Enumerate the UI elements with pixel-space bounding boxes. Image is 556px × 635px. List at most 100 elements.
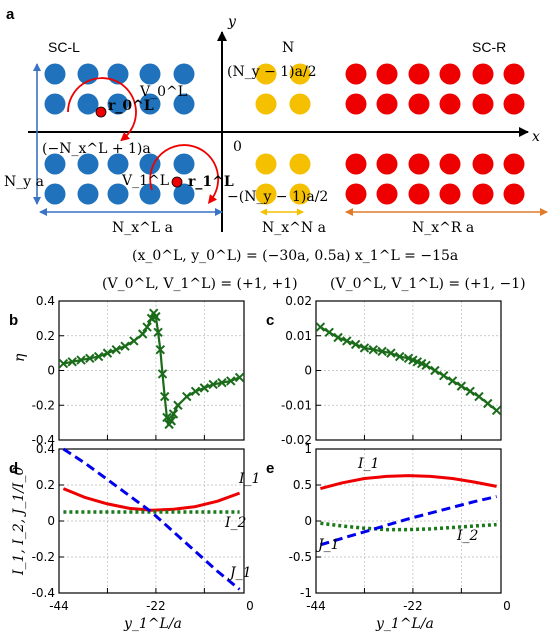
site-left-2-1 [77, 153, 99, 175]
site-left-3-1 [77, 183, 99, 205]
top-coordinate-label: (N_y − 1)a/2 [227, 64, 317, 80]
site-left-3-3 [139, 183, 161, 205]
ytick-label: 0 [304, 364, 312, 378]
data-point [85, 353, 95, 364]
site-right-1-1 [376, 93, 398, 115]
panel-letter-b: b [9, 312, 18, 329]
header-right: (V_0^L, V_1^L) = (+1, −1) [330, 276, 526, 292]
site-normal-0-1 [289, 63, 311, 85]
vortex-parameters: (x_0^L, y_0^L) = (−30a, 0.5a) x_1^L = −1… [132, 248, 458, 264]
label-e-J1: J_1 [315, 537, 340, 553]
site-right-3-2 [408, 183, 430, 205]
series-line-2 [319, 495, 497, 547]
sc-left-label: SC-L [48, 39, 80, 55]
data-point [421, 360, 431, 370]
width-right-label: N_x^R a [412, 220, 474, 236]
height-label: N_y a [4, 174, 44, 190]
ytick-label: 0.4 [36, 294, 55, 308]
normal-region-label: N [282, 40, 294, 56]
site-left-3-2 [107, 183, 129, 205]
data-point [157, 369, 168, 379]
ytick-label: 1 [304, 442, 312, 456]
ytick-label: -0.5 [289, 550, 312, 564]
site-left-1-1 [77, 93, 99, 115]
data-point [160, 391, 170, 402]
xtick-label: -44 [49, 599, 69, 613]
site-left-2-3 [139, 153, 161, 175]
ytick-label: 0.01 [285, 329, 312, 343]
vortex-circle-0 [67, 77, 137, 142]
site-left-0-3 [139, 63, 161, 85]
data-point [394, 351, 405, 362]
data-point [447, 376, 458, 386]
site-right-2-2 [408, 153, 430, 175]
data-point [324, 327, 334, 337]
series-line-2 [62, 447, 241, 591]
site-left-2-4 [173, 153, 195, 175]
site-right-1-0 [345, 93, 367, 115]
data-point [173, 400, 183, 410]
panel-letter-d: d [9, 460, 18, 477]
ytick-label: -0.2 [32, 398, 55, 412]
schematic-panel: a y x SC-L N SC-R (N_y − 1)a/2 −(N_y − 1… [4, 6, 548, 264]
data-point [137, 329, 148, 339]
xtick-label: -22 [403, 599, 423, 613]
data-point [350, 339, 361, 350]
site-normal-0-0 [255, 63, 277, 85]
data-point [153, 327, 163, 337]
series-line-0 [320, 474, 497, 491]
site-right-2-4 [472, 153, 494, 175]
data-point [456, 381, 467, 391]
label-d-J1: J_1 [227, 565, 252, 581]
site-right-2-5 [503, 153, 525, 175]
data-point [151, 311, 161, 322]
site-right-0-3 [439, 63, 461, 85]
ytick-label: 0.2 [36, 478, 55, 492]
series-line-0 [63, 312, 241, 426]
data-point [208, 379, 218, 390]
data-point [190, 386, 201, 397]
site-left-3-0 [44, 183, 66, 205]
site-right-3-0 [345, 183, 367, 205]
width-left-label: N_x^L a [112, 220, 173, 236]
data-point [102, 348, 113, 358]
origin-label: 0 [233, 139, 242, 155]
vortex-position-0: r_0^L [108, 98, 154, 114]
left-edge-coordinate-label: (−N_x^L + 1)a [42, 141, 151, 157]
site-left-1-3 [139, 93, 161, 115]
series-line-0 [62, 487, 241, 512]
site-right-1-3 [439, 93, 461, 115]
vorticity-0: V_0^L [139, 84, 187, 100]
xlabel-d: y_1^L/a [123, 616, 182, 632]
site-right-0-0 [345, 63, 367, 85]
xlabel-e: y_1^L/a [375, 616, 434, 632]
site-right-3-4 [472, 183, 494, 205]
chart-panel-e: 1 0.5 0 -0.5 -1-44 -22 0 e [266, 442, 511, 613]
data-point [155, 344, 166, 355]
site-right-3-3 [439, 183, 461, 205]
site-right-3-1 [376, 183, 398, 205]
site-normal-1-1 [289, 93, 311, 115]
data-point [199, 383, 210, 393]
data-point [359, 343, 370, 353]
site-right-1-4 [472, 93, 494, 115]
data-point [386, 348, 396, 358]
data-point [142, 322, 152, 332]
label-e-I2: I_2 [456, 528, 479, 544]
site-normal-1-0 [255, 93, 277, 115]
ytick-label: -0.01 [281, 398, 312, 412]
site-normal-2-1 [289, 153, 311, 175]
bottom-coordinate-label: −(N_y − 1)a/2 [227, 189, 328, 205]
xtick-label: -22 [146, 599, 166, 613]
data-point [217, 377, 227, 388]
data-point [491, 405, 502, 416]
site-left-2-2 [107, 153, 129, 175]
site-right-2-3 [439, 153, 461, 175]
header-left: (V_0^L, V_1^L) = (+1, +1) [102, 276, 298, 292]
data-point [226, 376, 236, 386]
data-point [234, 372, 245, 383]
site-right-1-5 [503, 93, 525, 115]
ytick-label: -0.02 [281, 433, 312, 447]
xtick-label: 0 [503, 599, 511, 613]
